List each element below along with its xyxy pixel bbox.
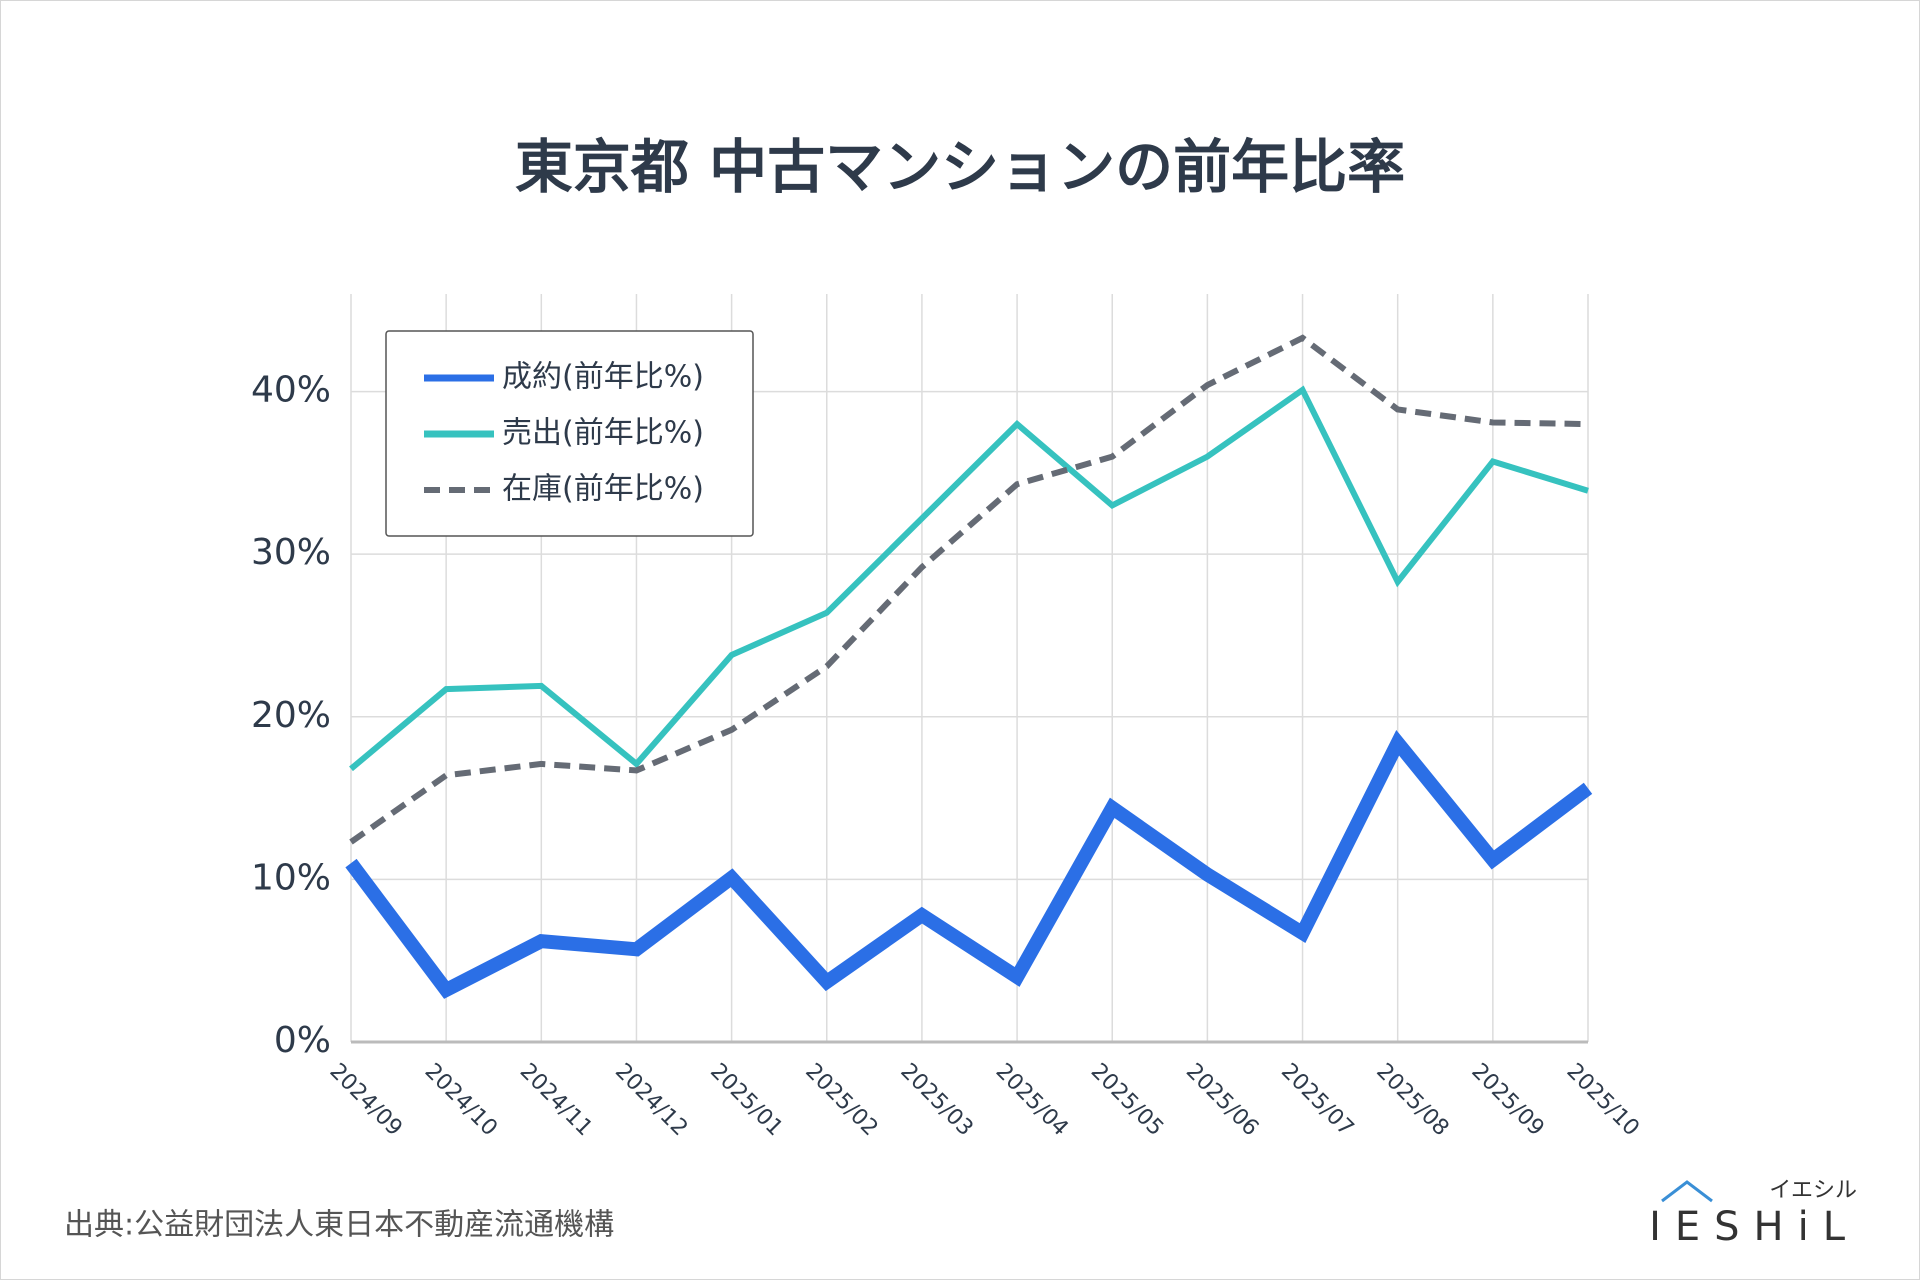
legend-label: 売出(前年比%) [502, 416, 704, 451]
series-line [345, 729, 1593, 999]
series-line [349, 334, 1589, 845]
chart-title: 東京都 中古マンションの前年比率 [515, 133, 1405, 201]
logo: IESHiL [1649, 1204, 1859, 1250]
logo-roof [1661, 1180, 1713, 1203]
series-line [349, 385, 1589, 772]
legend-box [385, 330, 754, 537]
source: 出典:公益財団法人東日本不動産流通機構 [64, 1208, 614, 1243]
y-tick-label: 10% [251, 857, 331, 898]
logo-kana: イエシル [1769, 1178, 1857, 1203]
y-tick-label: 30% [251, 532, 331, 573]
y-tick-label: 40% [251, 370, 331, 411]
legend-label: 在庫(前年比%) [502, 472, 704, 507]
y-tick-label: 20% [251, 695, 331, 736]
y-tick-label: 0% [274, 1020, 331, 1061]
legend-label: 成約(前年比%) [502, 360, 704, 395]
